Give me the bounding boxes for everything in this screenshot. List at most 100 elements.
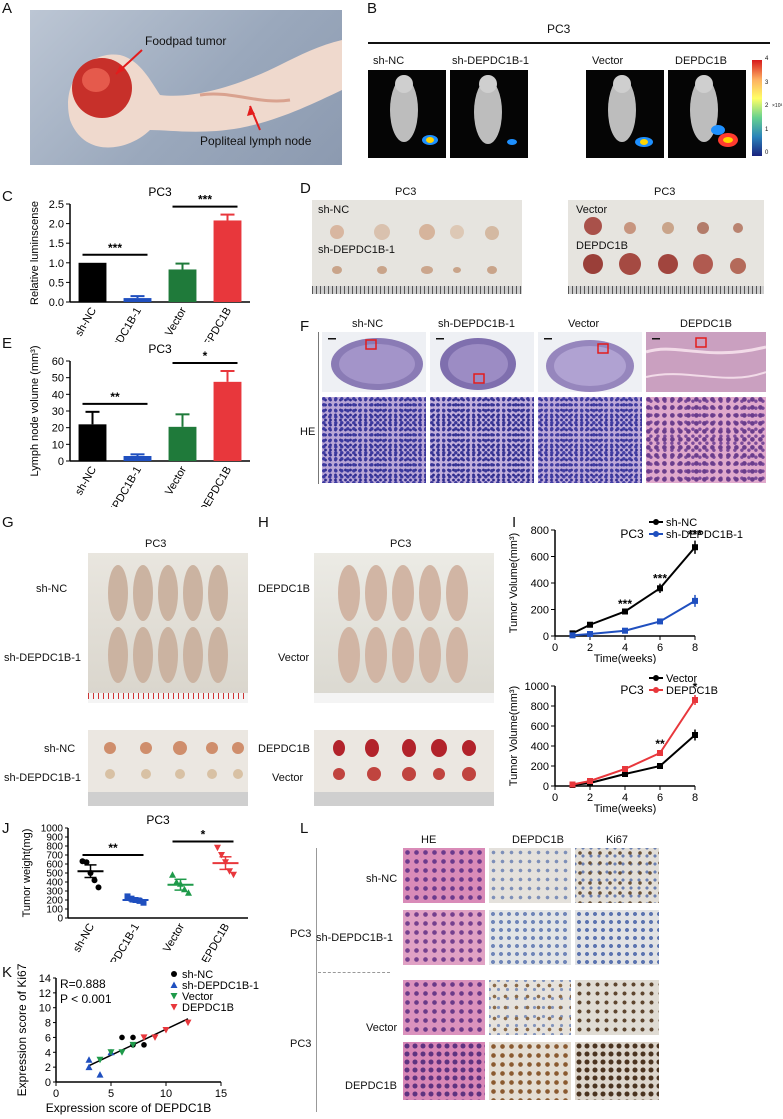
biolum-image xyxy=(668,70,746,158)
data-point xyxy=(129,1041,137,1049)
he-high-magnification xyxy=(322,397,426,483)
y-tick-label: 10 xyxy=(39,1003,51,1015)
panel-l-row-label: sh-NC xyxy=(366,873,398,885)
tumor-photo-knockdown: sh-NC sh-DEPDC1B-1 xyxy=(312,200,522,294)
chart-title: PC3 xyxy=(148,342,172,356)
panel-letter-f: F xyxy=(300,318,310,335)
y-tick-label: 100 xyxy=(46,905,63,916)
panel-f-column-label: sh-NC xyxy=(352,318,384,330)
y-tick-label: 0 xyxy=(543,781,549,793)
legend-marker xyxy=(170,981,178,988)
panel-letter-l: L xyxy=(300,820,309,837)
panel-h-title: PC3 xyxy=(390,538,412,550)
y-axis-label: Lymph node volume (mm³) xyxy=(29,345,41,476)
y-tick-label: 400 xyxy=(531,741,549,753)
y-tick-label: 50 xyxy=(52,373,64,385)
x-axis-label: Expression score of DEPDC1B xyxy=(46,1101,211,1115)
x-tick-label: sh-DEPDC1B-1 xyxy=(95,465,144,508)
y-tick-label: 10 xyxy=(52,439,64,451)
biolum-image xyxy=(368,70,446,158)
panel-l-separator xyxy=(318,972,390,974)
x-tick-label: Vector xyxy=(163,305,189,338)
data-point xyxy=(587,778,593,784)
y-axis-label: Tumor weight(mg) xyxy=(21,829,33,918)
panel-b-group-label: sh-DEPDC1B-1 xyxy=(452,55,530,67)
legend-marker xyxy=(653,675,659,681)
foodpad-tumor-label: Foodpad tumor xyxy=(145,34,227,48)
x-tick-label: 4 xyxy=(622,792,628,804)
panel-l-divider xyxy=(316,848,317,1112)
data-point xyxy=(657,618,663,625)
data-point xyxy=(622,766,628,772)
y-tick-label: 1.0 xyxy=(49,258,64,270)
y-tick-label: 0 xyxy=(543,631,549,643)
panel-letter-c: C xyxy=(2,188,13,205)
panel-f-column-label: Vector xyxy=(568,318,600,330)
y-tick-label: 2.5 xyxy=(49,199,64,211)
y-tick-label: 14 xyxy=(39,973,51,985)
x-tick-label: 2 xyxy=(587,642,593,654)
chart-tumor-growth-knockdown: 0 200 400 600 800 0 2 4 6 8 Time(weeks) Tumor Volum… xyxy=(508,517,743,664)
data-point xyxy=(169,871,176,878)
legend-marker xyxy=(653,519,659,525)
data-point xyxy=(118,1049,126,1056)
panel-d-row-label: Vector xyxy=(576,204,608,216)
x-tick-label: 15 xyxy=(215,1088,227,1100)
data-point xyxy=(622,627,628,634)
y-tick-label: 400 xyxy=(531,578,549,590)
he-low-magnification xyxy=(430,332,534,392)
x-tick-label: sh-NC xyxy=(71,921,97,954)
data-point xyxy=(657,750,663,756)
panel-f-column-label: sh-DEPDC1B-1 xyxy=(438,318,516,330)
panel-b-title: PC3 xyxy=(547,22,571,36)
bar xyxy=(78,262,107,302)
panel-g-row-label: sh-NC xyxy=(36,583,68,595)
x-tick-label: 6 xyxy=(657,642,663,654)
data-point xyxy=(692,544,698,551)
panel-letter-j: J xyxy=(2,820,10,837)
panel-g-tumor-row-label: sh-NC xyxy=(44,743,76,755)
y-tick-label: 700 xyxy=(46,851,63,862)
data-point xyxy=(141,1042,147,1048)
panel-letter-b: B xyxy=(367,0,378,17)
panel-b-group-label: sh-NC xyxy=(373,55,405,67)
significance-label: *** xyxy=(198,193,212,207)
chart-relative-luminescence: 0.0 0.5 1.0 1.5 2.0 2.5 PC3 Relative luminscens… xyxy=(29,185,250,342)
panel-h-row-label: Vector xyxy=(278,652,310,664)
y-axis-label: Tumor Volume(mm³) xyxy=(508,533,520,633)
chart-title: PC3 xyxy=(620,683,644,697)
panel-l-group-label: PC3 xyxy=(290,928,312,940)
y-tick-label: 60 xyxy=(52,356,64,368)
he-low-magnification xyxy=(322,332,426,392)
data-point xyxy=(692,597,698,604)
significance-label: ** xyxy=(108,841,118,855)
data-point xyxy=(140,899,147,906)
colorbar-tick: 3 xyxy=(765,80,769,86)
x-tick-label: 5 xyxy=(108,1088,114,1100)
y-tick-label: 600 xyxy=(46,860,63,871)
colorbar-tick: 1 xyxy=(765,127,769,133)
panel-f-row-label: HE xyxy=(300,426,316,438)
legend-label: Vector xyxy=(666,673,698,685)
chart-lymph-node-volume: 0 10 20 30 40 50 60 PC3 Lymph node volume (mm³) s… xyxy=(29,342,250,508)
y-tick-label: 500 xyxy=(46,869,63,880)
legend-label: sh-DEPDC1B-1 xyxy=(182,980,259,992)
significance-label: ** xyxy=(655,737,665,751)
ihc-ki67-image xyxy=(575,910,659,965)
bar xyxy=(168,269,197,302)
panel-g-row-label: sh-DEPDC1B-1 xyxy=(4,652,82,664)
chart-correlation: 0 2 4 6 8 10 12 14 0 5 10 15 Expression score of DEP… xyxy=(15,963,259,1115)
legend-label: DEPDC1B xyxy=(182,1002,234,1014)
y-tick-label: 600 xyxy=(531,552,549,564)
x-axis-label: Time(weeks) xyxy=(594,803,657,815)
x-tick-label: 8 xyxy=(692,642,698,654)
bar xyxy=(123,298,152,302)
panel-letter-h: H xyxy=(258,514,269,531)
legend-label: sh-DEPDC1B-1 xyxy=(666,529,743,541)
bar xyxy=(123,456,152,461)
legend-marker xyxy=(170,993,178,1000)
x-tick-label: Vector xyxy=(163,464,189,497)
data-point xyxy=(692,697,698,703)
data-point xyxy=(85,1063,93,1071)
